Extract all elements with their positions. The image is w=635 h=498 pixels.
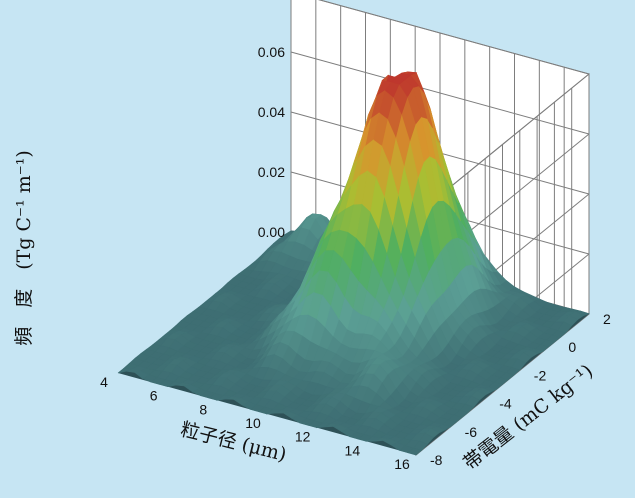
- x-tick-label: 4: [100, 374, 108, 390]
- z-tick-label: 0.00: [258, 224, 285, 240]
- x-tick-label: 10: [245, 415, 261, 431]
- z-tick-label: 0.06: [258, 44, 285, 60]
- y-tick-label: -4: [499, 396, 512, 412]
- x-axis-ticks: 4 6 8 10 12 14 16: [100, 374, 410, 472]
- y-tick-label: -6: [465, 424, 478, 440]
- z-tick-label: 0.02: [258, 164, 285, 180]
- x-tick-label: 12: [295, 429, 311, 445]
- y-axis-ticks: -8 -6 -4 -2 0 2: [430, 311, 611, 468]
- surface-mesh: [117, 71, 590, 456]
- z-axis-title: 頻 度 (Tg C⁻¹ m⁻¹): [13, 150, 35, 346]
- y-tick-label: -8: [430, 452, 443, 468]
- x-tick-label: 16: [394, 456, 410, 472]
- grid-line: [290, 51, 590, 135]
- y-tick-label: 0: [568, 339, 576, 355]
- y-tick-label: -2: [534, 367, 547, 383]
- x-tick-label: 14: [345, 442, 361, 458]
- x-tick-label: 6: [150, 388, 158, 404]
- y-tick-label: 2: [603, 311, 611, 327]
- x-tick-label: 8: [199, 401, 207, 417]
- surface-cell: [117, 367, 133, 374]
- z-tick-label: 0.04: [258, 104, 285, 120]
- z-axis-ticks: 0.000.020.040.060.08: [258, 44, 285, 240]
- x-axis-title: 粒子径 (μm): [178, 418, 288, 466]
